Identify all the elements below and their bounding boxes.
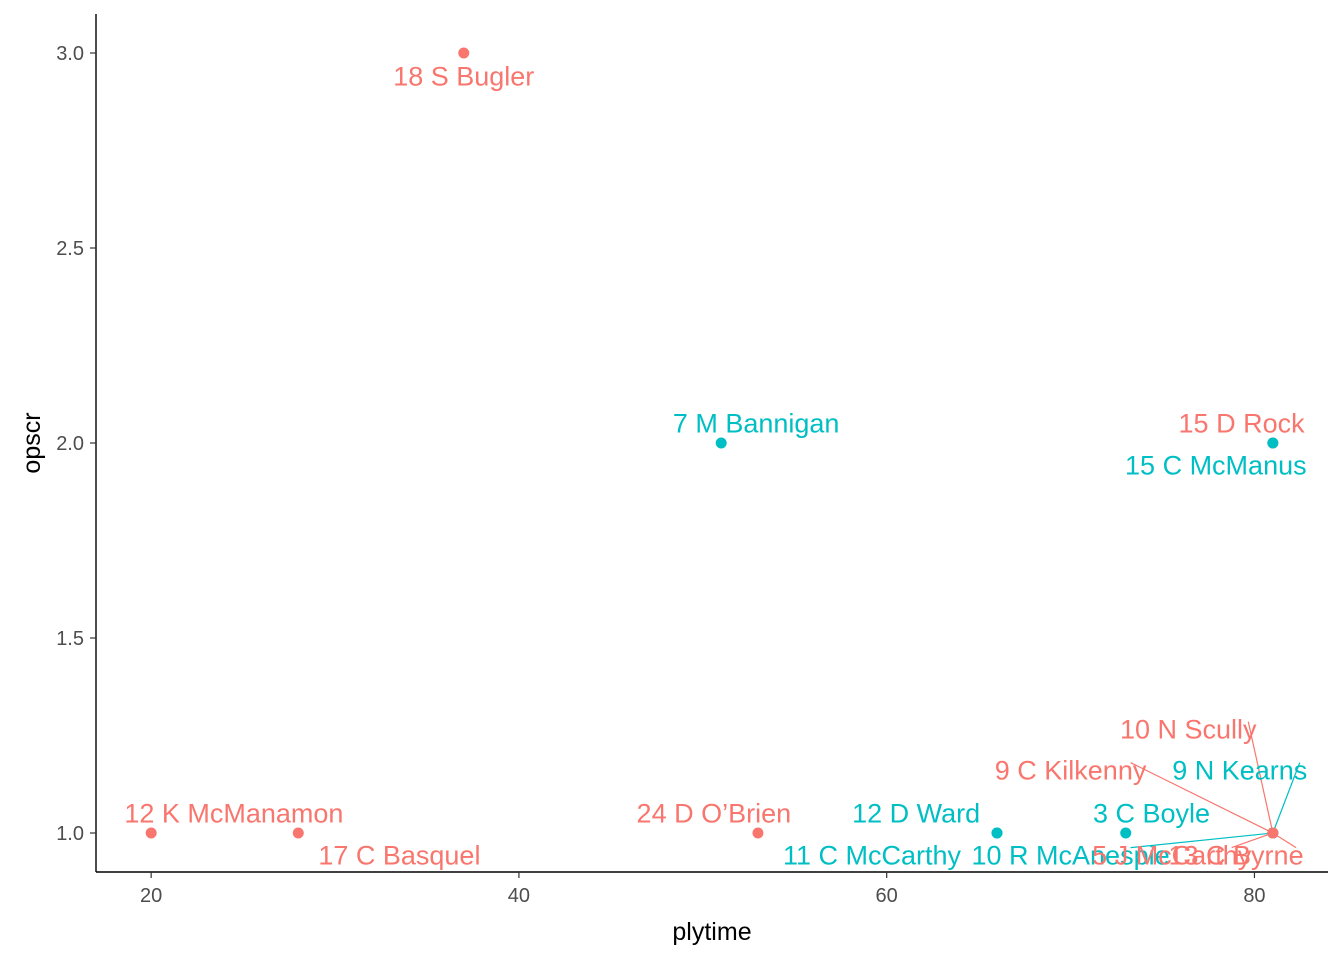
label-leader-line <box>1130 762 1274 834</box>
data-point <box>458 47 470 59</box>
point-label: 9 C Kilkenny <box>995 756 1147 786</box>
axes: 20 40 60 80 1.0 1.5 2.0 2.5 3.0 <box>56 14 1328 907</box>
point-label: 18 S Bugler <box>393 61 534 91</box>
y-ticks: 1.0 1.5 2.0 2.5 3.0 <box>56 43 96 845</box>
data-point <box>991 827 1003 839</box>
y-tick-label: 1.5 <box>56 628 84 650</box>
x-axis-title: plytime <box>672 918 751 946</box>
data-point <box>1267 827 1279 839</box>
y-tick-label: 2.0 <box>56 433 84 455</box>
x-tick-label: 80 <box>1243 885 1265 907</box>
point-label: 10 N Scully <box>1120 715 1257 745</box>
point-label: 3 C Boyle <box>1093 799 1210 829</box>
x-tick-label: 40 <box>508 885 530 907</box>
data-point <box>145 827 157 839</box>
y-tick-label: 1.0 <box>56 823 84 845</box>
point-label: 12 K McManamon <box>124 799 343 829</box>
x-tick-label: 20 <box>140 885 162 907</box>
point-labels: 18 S Bugler 7 M Bannigan 15 D Rock 15 C McM… <box>124 61 1307 870</box>
data-point <box>1120 827 1132 839</box>
label-leaders <box>1130 721 1301 849</box>
data-point <box>752 827 764 839</box>
point-label: 15 D Rock <box>1179 409 1306 439</box>
point-label: 5 J McCarthy <box>1092 841 1252 871</box>
x-ticks: 20 40 60 80 <box>140 872 1266 907</box>
data-point <box>1267 437 1279 449</box>
point-label: 11 C McCarthy <box>783 841 962 871</box>
label-leader-line <box>1272 762 1301 834</box>
point-label: 15 C McManus <box>1125 451 1307 481</box>
x-tick-label: 60 <box>876 885 898 907</box>
data-point <box>715 437 727 449</box>
y-axis-title: opscr <box>18 412 46 473</box>
data-points <box>145 47 1279 839</box>
label-leader-line <box>1130 832 1273 849</box>
data-point <box>292 827 304 839</box>
point-label: 13 C Byrne <box>1169 841 1304 871</box>
point-label: 17 C Basquel <box>318 841 480 871</box>
point-label: 7 M Bannigan <box>673 409 840 439</box>
point-label: 9 N Kearns <box>1172 756 1307 786</box>
point-label: 10 R McAnespie <box>972 841 1170 871</box>
point-label: 24 D O’Brien <box>637 799 792 829</box>
point-label: 12 D Ward <box>852 799 980 829</box>
label-leader-line <box>1231 832 1274 849</box>
label-leader-line <box>1247 721 1274 834</box>
y-tick-label: 3.0 <box>56 43 84 65</box>
y-tick-label: 2.5 <box>56 238 84 260</box>
